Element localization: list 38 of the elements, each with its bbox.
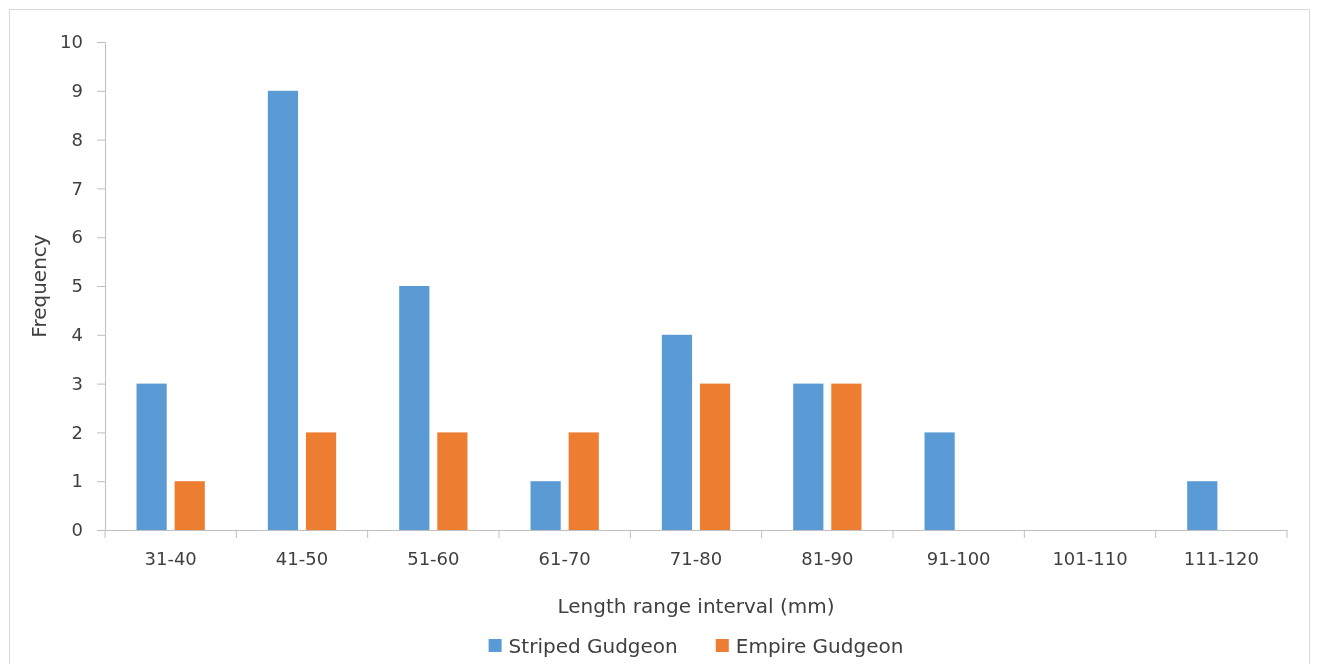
y-tick-label: 10: [60, 31, 83, 53]
bar: [568, 432, 599, 530]
bar: [399, 286, 430, 530]
bar: [1187, 481, 1218, 530]
y-tick-label: 9: [71, 80, 83, 102]
y-tick-label: 4: [71, 324, 83, 346]
legend-label: Striped Gudgeon: [508, 634, 678, 658]
bar: [699, 383, 731, 530]
bar: [924, 432, 955, 530]
bar: [136, 383, 167, 530]
x-tick-label: 71-80: [669, 547, 723, 569]
x-tick-label: 41-50: [275, 547, 329, 569]
y-tick-label: 8: [71, 128, 83, 150]
y-tick-label: 3: [71, 372, 83, 394]
legend-label: Empire Gudgeon: [735, 634, 904, 658]
x-tick-label: 81-90: [801, 547, 854, 569]
bar: [305, 432, 337, 530]
x-axis-title: Length range interval (mm): [557, 594, 835, 618]
bar: [661, 334, 693, 530]
x-tick-label: 91-100: [926, 547, 991, 569]
y-tick-label: 1: [71, 470, 83, 492]
bar: [437, 432, 468, 530]
x-tick-label: 111-120: [1183, 547, 1259, 569]
bar: [267, 90, 299, 530]
x-tick-label: 51-60: [407, 547, 460, 569]
y-tick-label: 0: [71, 519, 83, 541]
y-tick-label: 7: [71, 177, 83, 199]
y-tick-label: 6: [71, 226, 83, 248]
y-tick-label: 2: [71, 421, 83, 443]
y-tick-label: 5: [71, 275, 83, 297]
bar: [174, 481, 205, 530]
x-tick-label: 101-110: [1052, 547, 1128, 569]
x-tick-label: 61-70: [538, 547, 591, 569]
bar: [831, 383, 862, 530]
y-axis-title: Frequency: [27, 234, 51, 338]
x-tick-label: 31-40: [144, 547, 197, 569]
bar: [530, 481, 561, 530]
bar: [793, 383, 824, 530]
